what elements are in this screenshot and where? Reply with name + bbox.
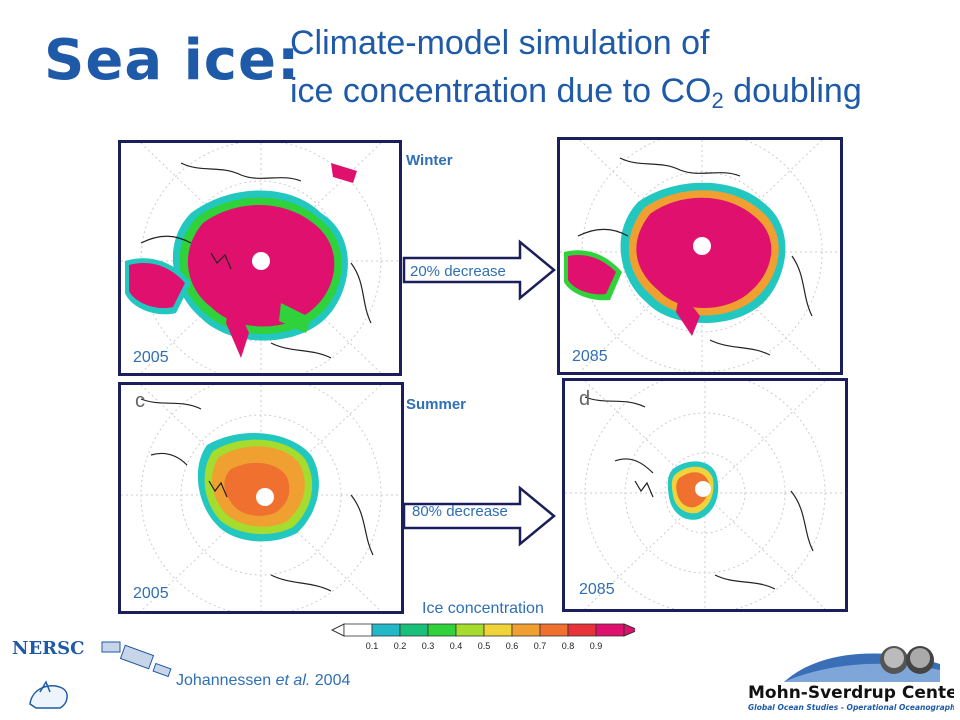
colorbar-swatch [595, 623, 625, 637]
winter-arrow [402, 239, 556, 301]
colorbar-tick-label: 0.6 [506, 641, 519, 651]
colorbar-swatch [427, 623, 457, 637]
colorbar-swatch [399, 623, 429, 637]
map-winter-2005: 2005 [118, 140, 402, 376]
colorbar-right-end [623, 623, 635, 637]
map-summer-2085-graphic: d [565, 381, 845, 609]
slide-title: Sea ice: [44, 28, 301, 93]
year-label-winter-2085: 2085 [572, 348, 608, 365]
colorbar-swatch [511, 623, 541, 637]
subtitle-subscript: 2 [711, 88, 724, 113]
citation-year: 2004 [310, 672, 351, 689]
colorbar-title: Ice concentration [422, 600, 544, 617]
slide-subtitle-line2: ice concentration due to CO2 doubling [290, 72, 862, 114]
citation: Johannessen et al. 2004 [176, 672, 350, 690]
citation-etal: et al. [275, 672, 311, 689]
mohn-sverdrup-logo: Mohn-Sverdrup Center Global Ocean Studie… [748, 646, 954, 712]
year-label-winter-2005: 2005 [133, 349, 169, 366]
mohn-logo-title: Mohn-Sverdrup Center [748, 683, 954, 703]
map-winter-2005-graphic [121, 143, 399, 373]
summer-change-label: 80% decrease [412, 503, 508, 520]
colorbar-tick-label: 0.3 [422, 641, 435, 651]
season-label-winter: Winter [406, 152, 453, 169]
nersc-logo: NERSC [12, 638, 172, 709]
colorbar-left-end [330, 623, 345, 637]
subtitle-line2-prefix: ice concentration due to CO [290, 72, 712, 110]
year-label-summer-2005: 2005 [133, 585, 169, 602]
mohn-logo-subtitle: Global Ocean Studies - Operational Ocean… [748, 703, 954, 712]
panel-letter-c: c [135, 390, 145, 412]
summer-arrow [402, 485, 556, 547]
colorbar-tick-label: 0.4 [450, 641, 463, 651]
colorbar-tick-label: 0.5 [478, 641, 491, 651]
panel-letter-d: d [579, 388, 590, 410]
colorbar: 0.1 0.2 0.3 0.4 0.5 0.6 0.7 0.8 0.9 [330, 623, 635, 651]
colorbar-swatch [371, 623, 401, 637]
colorbar-tick-label: 0.1 [366, 641, 379, 651]
colorbar-tick-label: 0.8 [562, 641, 575, 651]
map-summer-2005-graphic: c [121, 385, 401, 611]
map-summer-2085: d 2085 [562, 378, 848, 612]
colorbar-swatch [343, 623, 373, 637]
map-summer-2005: c 2005 [118, 382, 404, 614]
colorbar-swatch [455, 623, 485, 637]
nersc-logo-text: NERSC [12, 638, 84, 659]
subtitle-line2-suffix: doubling [723, 72, 862, 110]
colorbar-tick-label: 0.7 [534, 641, 547, 651]
colorbar-swatch [539, 623, 569, 637]
winter-change-label: 20% decrease [410, 263, 506, 280]
season-label-summer: Summer [406, 396, 467, 413]
colorbar-tick-label: 0.2 [394, 641, 407, 651]
slide-subtitle-line1: Climate-model simulation of [290, 24, 710, 62]
colorbar-swatch [483, 623, 513, 637]
year-label-summer-2085: 2085 [579, 581, 615, 598]
citation-author: Johannessen [176, 672, 276, 689]
map-winter-2085-graphic [560, 140, 840, 372]
map-winter-2085: 2085 [557, 137, 843, 375]
colorbar-swatch [567, 623, 597, 637]
colorbar-tick-label: 0.9 [590, 641, 603, 651]
